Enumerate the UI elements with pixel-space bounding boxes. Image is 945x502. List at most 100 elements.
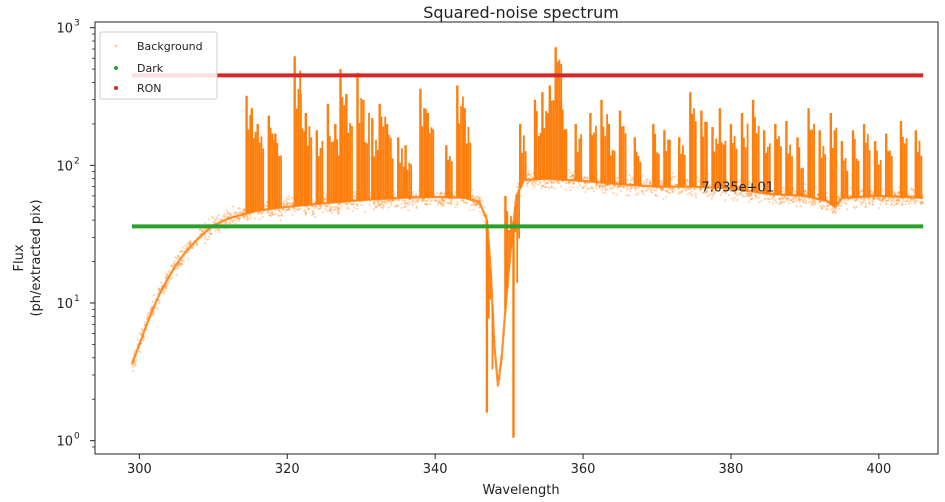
background-point <box>462 199 465 202</box>
background-point <box>853 199 856 202</box>
background-point <box>886 199 889 202</box>
background-point <box>913 203 917 206</box>
background-point <box>813 201 816 204</box>
background-point <box>881 198 885 201</box>
background-point <box>531 184 534 187</box>
background-point <box>177 255 180 258</box>
background-point <box>496 385 499 389</box>
background-point <box>277 208 280 212</box>
background-point <box>164 285 167 288</box>
background-point <box>846 208 849 211</box>
background-point <box>782 201 785 204</box>
background-point <box>167 280 170 283</box>
background-point <box>375 206 378 209</box>
background-point <box>645 178 648 181</box>
background-point <box>394 193 397 196</box>
background-point <box>711 193 715 196</box>
background-point <box>605 183 608 187</box>
background-point <box>541 184 545 187</box>
background-point <box>634 186 638 189</box>
background-point <box>140 331 143 334</box>
background-point <box>142 339 145 342</box>
background-point <box>760 199 763 203</box>
background-point <box>199 228 202 231</box>
background-point <box>606 188 609 191</box>
background-point <box>179 262 182 265</box>
background-point <box>166 282 169 285</box>
background-point <box>748 194 751 197</box>
background-point <box>661 179 664 183</box>
background-point <box>438 193 441 196</box>
background-point <box>543 185 546 189</box>
background-point <box>340 204 343 207</box>
background-point <box>403 205 406 208</box>
legend-label-ron: RON <box>137 82 162 95</box>
y-tick-label: 10 <box>56 159 73 174</box>
background-point <box>204 222 207 225</box>
background-point <box>801 196 804 199</box>
background-point <box>242 208 245 211</box>
background-point <box>390 202 393 205</box>
background-point <box>616 177 619 180</box>
background-point <box>799 198 802 201</box>
background-point <box>226 212 229 215</box>
background-point <box>527 173 530 176</box>
background-point <box>527 170 530 173</box>
background-point <box>271 210 274 213</box>
background-point <box>564 188 568 191</box>
background-point <box>733 196 737 200</box>
background-point <box>877 207 881 210</box>
background-point <box>901 201 904 204</box>
background-point <box>687 181 690 184</box>
background-point <box>263 203 267 207</box>
background-point <box>887 197 890 200</box>
background-point <box>581 187 585 190</box>
background-point <box>216 216 219 219</box>
background-point <box>576 185 579 188</box>
background-point <box>475 203 478 206</box>
background-point <box>288 208 291 211</box>
background-point <box>572 177 575 180</box>
background-point <box>352 209 355 212</box>
background-point <box>412 199 415 202</box>
background-point <box>890 203 893 206</box>
background-point <box>320 204 323 208</box>
background-point <box>207 235 210 238</box>
background-point <box>180 250 183 253</box>
background-point <box>238 211 242 214</box>
background-point <box>302 210 306 213</box>
background-point <box>590 185 594 188</box>
background-point <box>325 204 328 207</box>
background-point <box>723 189 726 192</box>
background-point <box>165 273 168 276</box>
background-point <box>230 219 233 222</box>
background-point <box>203 228 206 231</box>
background-point <box>767 197 770 200</box>
background-point <box>734 190 737 193</box>
background-point <box>550 181 553 184</box>
background-point <box>168 269 171 272</box>
background-point <box>724 189 727 192</box>
background-point <box>868 201 871 204</box>
background-point <box>780 202 783 205</box>
background-point <box>774 199 777 202</box>
background-point <box>618 185 622 188</box>
background-point <box>569 175 573 178</box>
background-point <box>232 221 235 224</box>
background-point <box>826 205 829 208</box>
background-point <box>175 273 178 276</box>
background-point <box>860 203 863 206</box>
background-point <box>304 213 307 216</box>
background-point <box>292 207 295 210</box>
background-point <box>380 201 384 204</box>
background-point <box>312 210 315 214</box>
background-point <box>646 178 650 181</box>
legend-label-background: Background <box>137 40 203 53</box>
background-point <box>560 185 563 188</box>
background-point <box>218 219 221 222</box>
background-point <box>635 193 638 196</box>
background-point <box>158 288 161 291</box>
background-point <box>314 206 317 209</box>
background-point <box>781 197 784 200</box>
background-point <box>481 214 484 217</box>
